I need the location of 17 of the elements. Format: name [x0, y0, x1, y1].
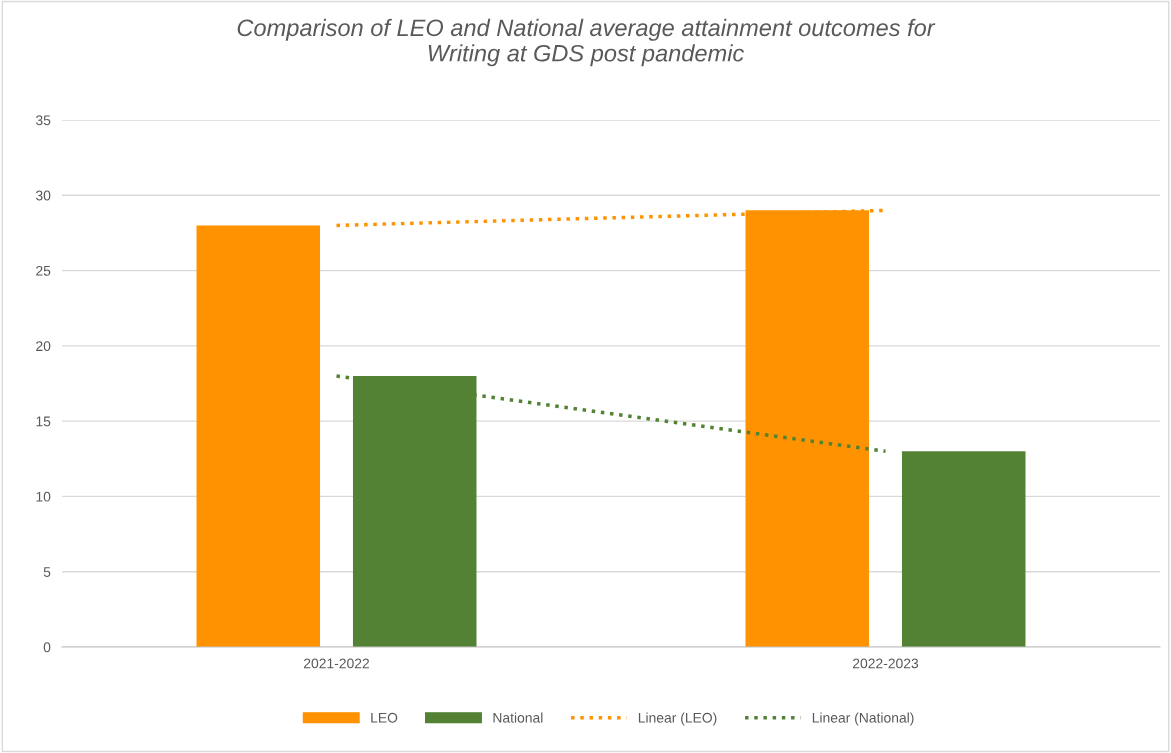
x-tick-label: 2022-2023 [852, 658, 919, 669]
legend-label: Linear (LEO) [638, 712, 717, 726]
legend-label: National [493, 712, 543, 723]
x-tick-label: 2021-2022 [303, 658, 370, 669]
bar [901, 451, 1026, 647]
bar [196, 225, 321, 647]
y-tick-label: 25 [36, 265, 51, 276]
y-tick-label: 15 [36, 416, 51, 427]
y-tick-label: 35 [35, 115, 51, 126]
y-tick-label: 0 [43, 642, 51, 653]
y-tick-label: 30 [35, 190, 51, 201]
chart-title: Comparison of LEO and National average attainment outcomes for Writing at GDS post pandemic [237, 18, 936, 67]
y-tick-label: 5 [43, 567, 51, 577]
y-tick-label: 10 [36, 491, 51, 502]
legend-label: Linear (National) [812, 712, 914, 726]
y-tick-label: 20 [36, 341, 51, 352]
legend-label: LEO [371, 712, 398, 723]
